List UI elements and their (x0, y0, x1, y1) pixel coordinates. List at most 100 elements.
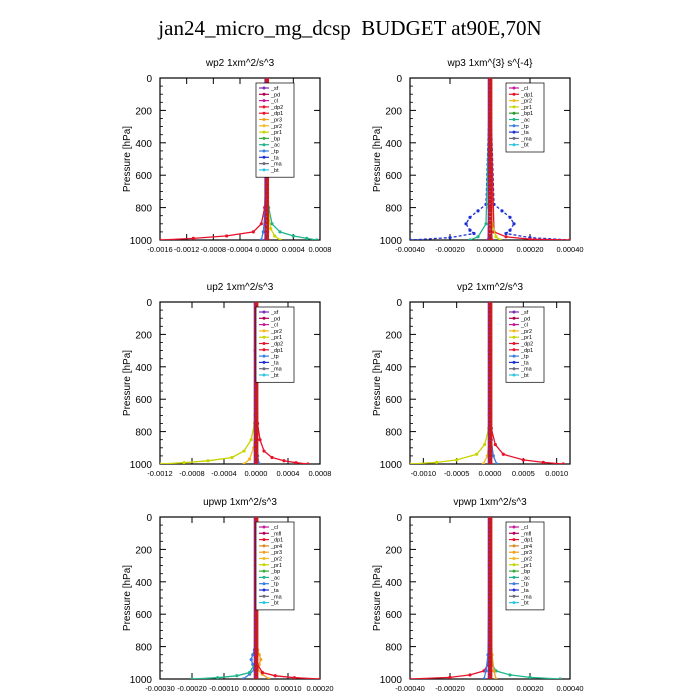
series-point-pr1 (273, 234, 277, 238)
series-group (410, 517, 562, 679)
legend-swatch-marker (512, 335, 516, 339)
plot-frame (159, 77, 321, 241)
zero-profile-marker (254, 659, 258, 664)
legend-label: _pd (270, 92, 280, 98)
legend-label: _pr1 (270, 563, 282, 569)
zero-profile-marker (488, 348, 492, 353)
zero-profile-marker (488, 124, 492, 129)
zero-profile-marker (254, 617, 258, 622)
zero-profile-marker (488, 331, 492, 336)
legend-label: _cl (270, 525, 278, 531)
zero-profile-marker (488, 157, 492, 162)
zero-profile-marker (254, 302, 258, 306)
legend-swatch-marker (512, 525, 516, 529)
series-point-ac (305, 236, 309, 240)
series-point-ta (508, 228, 512, 232)
zero-profile-marker (264, 229, 269, 234)
zero-profile-marker (488, 208, 492, 213)
zero-profile-marker (488, 229, 492, 234)
series-line-ta (410, 78, 491, 240)
legend-swatch-marker (512, 538, 516, 542)
y-tick-label: 0 (146, 513, 152, 524)
series-point-dp1 (504, 235, 508, 239)
zero-profile-marker (488, 352, 492, 357)
series-point-pr3 (494, 677, 498, 679)
zero-profile-marker (488, 651, 492, 656)
zero-profile-marker (488, 394, 492, 399)
legend-swatch-marker (262, 588, 266, 592)
zero-profile-marker (264, 183, 269, 187)
series-point-dp1 (501, 452, 505, 456)
legend-label: _pr1 (270, 130, 282, 136)
zero-profile-marker (254, 440, 258, 445)
legend-swatch-marker (262, 594, 266, 598)
legend-swatch-marker (512, 105, 516, 109)
y-tick-label: 1000 (380, 460, 403, 471)
zero-profile-marker (488, 546, 492, 551)
series-point-tp (491, 454, 495, 458)
figure-title: jan24_micro_mg_dcsp BUDGET at90E,70N (158, 16, 542, 40)
y-tick-label: 800 (385, 643, 402, 654)
y-tick-label: 0 (396, 298, 402, 309)
x-tick-label: 0.00040 (556, 684, 583, 693)
series-point-dp1 (568, 238, 570, 240)
zero-profile-marker (264, 212, 269, 217)
zero-profile-marker (254, 402, 258, 407)
legend-label: _pr2 (270, 124, 282, 130)
zero-profile-marker (488, 659, 492, 664)
x-tick-label: 0.0004 (277, 469, 300, 478)
legend-swatch-marker (262, 323, 266, 327)
legend-box (255, 521, 295, 611)
legend-swatch-marker (262, 360, 266, 364)
legend-label: _bp1 (520, 111, 533, 117)
zero-profile-marker (488, 225, 492, 229)
zero-profile-marker (254, 411, 258, 416)
y-tick-label: 400 (385, 363, 402, 374)
x-tick-label: -0.00030 (145, 684, 175, 693)
series-point-ac (528, 675, 532, 679)
zero-profile-marker (488, 398, 492, 403)
chart-panel-3: up2 1xm^2/s^3 0 200 400 600 800 1000 -0.0012 -0.… (105, 280, 335, 478)
legend-label: _bt (270, 168, 279, 174)
legend-label: _pr1 (520, 105, 532, 111)
zero-profile-marker (264, 216, 269, 221)
legend-swatch-marker (262, 335, 266, 339)
x-tick-label: -0.00010 (209, 684, 239, 693)
zero-profile-marker (488, 136, 492, 141)
legend-label: _dp1 (520, 92, 533, 98)
legend-swatch-marker (262, 342, 266, 345)
zero-profile-marker (254, 634, 258, 639)
y-tick-label: 600 (135, 171, 152, 182)
legend-label: _cl (520, 525, 528, 531)
x-tick-label: -0.00020 (435, 245, 465, 254)
zero-profile-marker (488, 153, 492, 158)
legend-swatch-marker (512, 310, 516, 314)
zero-profile-marker (488, 647, 492, 652)
zero-profile-marker (488, 78, 492, 82)
legend-label: _ma (270, 367, 283, 373)
legend-label: _dp1 (520, 538, 533, 544)
legend-swatch-marker (512, 316, 516, 320)
zero-profile-marker (488, 423, 492, 428)
zero-profile-marker (488, 440, 492, 445)
legend-label: _dp1 (270, 348, 283, 354)
panel-title: vpwp 1xm^2/s^3 (453, 497, 527, 508)
zero-profile-marker (488, 622, 492, 626)
zero-profile-marker (488, 575, 492, 580)
series-point-pr1 (182, 461, 186, 464)
series-point-pr3 (259, 657, 263, 662)
zero-profile-marker (488, 141, 492, 145)
zero-profile-marker (488, 554, 492, 559)
series-point-tp (251, 653, 255, 657)
zero-profile-marker (488, 212, 492, 217)
y-tick-label: 600 (385, 171, 402, 182)
legend-label: _cl (270, 99, 278, 105)
legend-swatch-marker (262, 92, 266, 96)
plot-frame (159, 516, 321, 680)
series-point-pr1 (483, 442, 487, 447)
zero-profile-marker (488, 517, 492, 521)
legend-swatch-marker (262, 310, 266, 314)
series-point-ac (190, 677, 194, 679)
series-point-dp1 (292, 676, 296, 679)
legend-swatch-marker (512, 99, 516, 103)
